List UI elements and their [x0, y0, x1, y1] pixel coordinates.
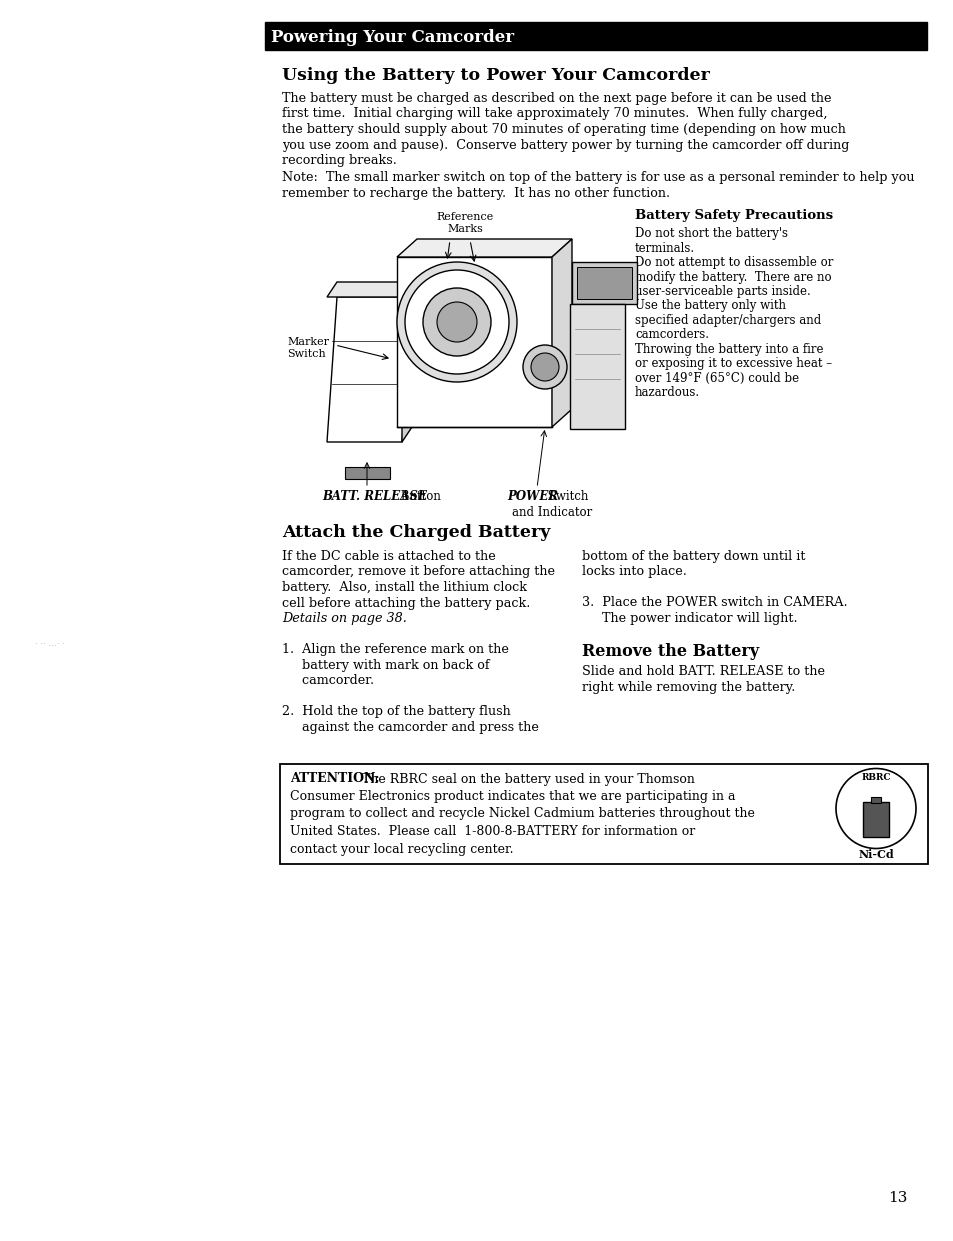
Text: user-serviceable parts inside.: user-serviceable parts inside. [635, 285, 810, 298]
Text: ATTENTION:: ATTENTION: [290, 772, 379, 786]
Text: RBRC: RBRC [861, 773, 890, 783]
Text: against the camcorder and press the: against the camcorder and press the [282, 721, 538, 733]
Text: Marker
Switch: Marker Switch [287, 338, 329, 359]
Text: Battery Safety Precautions: Battery Safety Precautions [635, 208, 832, 222]
Circle shape [835, 768, 915, 849]
Polygon shape [327, 297, 412, 442]
Bar [396, 257, 552, 427]
Text: camcorders.: camcorders. [635, 329, 708, 341]
Circle shape [422, 288, 491, 356]
Text: Powering Your Camcorder: Powering Your Camcorder [271, 29, 514, 46]
Text: over 149°F (65°C) could be: over 149°F (65°C) could be [635, 372, 799, 385]
Text: program to collect and recycle Nickel Cadmium batteries throughout the: program to collect and recycle Nickel Ca… [290, 808, 754, 820]
Text: BATT. RELEASE: BATT. RELEASE [322, 490, 426, 503]
Text: battery.  Also, install the lithium clock: battery. Also, install the lithium clock [282, 581, 526, 594]
Bar [345, 467, 390, 479]
Text: remember to recharge the battery.  It has no other function.: remember to recharge the battery. It has… [282, 187, 669, 200]
Text: If the DC cable is attached to the: If the DC cable is attached to the [282, 550, 496, 563]
Text: Remove the Battery: Remove the Battery [581, 643, 759, 660]
Bar [265, 22, 926, 50]
Text: the battery should supply about 70 minutes of operating time (depending on how m: the battery should supply about 70 minut… [282, 123, 845, 137]
Text: · ·· …· ·: · ·· …· · [30, 640, 65, 648]
Text: hazardous.: hazardous. [635, 386, 700, 400]
Text: Reference
Marks: Reference Marks [436, 212, 493, 233]
Text: bottom of the battery down until it: bottom of the battery down until it [581, 550, 804, 563]
Text: first time.  Initial charging will take approximately 70 minutes.  When fully ch: first time. Initial charging will take a… [282, 108, 826, 120]
Text: 1.  Align the reference mark on the: 1. Align the reference mark on the [282, 643, 508, 656]
Text: POWER: POWER [506, 490, 558, 503]
Text: 13: 13 [887, 1191, 907, 1205]
Text: Using the Battery to Power Your Camcorder: Using the Battery to Power Your Camcorde… [282, 67, 709, 84]
Bar [569, 304, 624, 429]
Text: recording breaks.: recording breaks. [282, 154, 396, 168]
Text: and Indicator: and Indicator [512, 505, 592, 519]
Text: Use the battery only with: Use the battery only with [635, 299, 785, 313]
Text: specified adapter/chargers and: specified adapter/chargers and [635, 314, 821, 326]
Text: 2.  Hold the top of the battery flush: 2. Hold the top of the battery flush [282, 705, 510, 719]
Text: Do not attempt to disassemble or: Do not attempt to disassemble or [635, 256, 833, 269]
Text: Throwing the battery into a fire: Throwing the battery into a fire [635, 343, 822, 356]
Circle shape [531, 352, 558, 381]
Circle shape [436, 302, 476, 343]
Bar [870, 797, 880, 803]
Polygon shape [327, 282, 412, 297]
Text: United States.  Please call  1-800-8-BATTERY for information or: United States. Please call 1-800-8-BATTE… [290, 825, 695, 838]
Text: Details on page 38.: Details on page 38. [282, 612, 406, 625]
Text: modify the battery.  There are no: modify the battery. There are no [635, 271, 831, 283]
Bar [280, 763, 927, 864]
Text: camcorder.: camcorder. [282, 674, 374, 688]
Bar [577, 267, 631, 299]
Text: cell before attaching the battery pack.: cell before attaching the battery pack. [282, 597, 530, 609]
Text: you use zoom and pause).  Conserve battery power by turning the camcorder off du: you use zoom and pause). Conserve batter… [282, 139, 848, 151]
Circle shape [522, 345, 566, 388]
Text: or exposing it to excessive heat –: or exposing it to excessive heat – [635, 357, 831, 371]
Text: Consumer Electronics product indicates that we are participating in a: Consumer Electronics product indicates t… [290, 791, 735, 803]
Text: The battery must be charged as described on the next page before it can be used : The battery must be charged as described… [282, 92, 831, 105]
Bar [572, 262, 637, 304]
Text: The power indicator will light.: The power indicator will light. [581, 612, 797, 625]
Bar [862, 802, 888, 836]
Circle shape [405, 271, 509, 374]
Text: Switch: Switch [543, 490, 588, 503]
Text: The RBRC seal on the battery used in your Thomson: The RBRC seal on the battery used in you… [354, 772, 694, 786]
Text: right while removing the battery.: right while removing the battery. [581, 680, 795, 694]
Text: Note:  The small marker switch on top of the battery is for use as a personal re: Note: The small marker switch on top of … [282, 171, 914, 185]
Polygon shape [552, 240, 572, 427]
Text: Do not short the battery's: Do not short the battery's [635, 227, 787, 240]
Text: Attach the Charged Battery: Attach the Charged Battery [282, 524, 550, 541]
Polygon shape [401, 282, 412, 442]
Text: Slide and hold BATT. RELEASE to the: Slide and hold BATT. RELEASE to the [581, 665, 824, 678]
Text: battery with mark on back of: battery with mark on back of [282, 659, 489, 671]
Text: contact your local recycling center.: contact your local recycling center. [290, 843, 513, 855]
Circle shape [396, 262, 517, 382]
Text: terminals.: terminals. [635, 242, 695, 254]
Text: camcorder, remove it before attaching the: camcorder, remove it before attaching th… [282, 566, 555, 578]
Text: Ni-Cd: Ni-Cd [858, 850, 893, 860]
Text: locks into place.: locks into place. [581, 566, 686, 578]
Polygon shape [396, 240, 572, 257]
Text: 3.  Place the POWER switch in CAMERA.: 3. Place the POWER switch in CAMERA. [581, 597, 846, 609]
Text: Button: Button [396, 490, 440, 503]
